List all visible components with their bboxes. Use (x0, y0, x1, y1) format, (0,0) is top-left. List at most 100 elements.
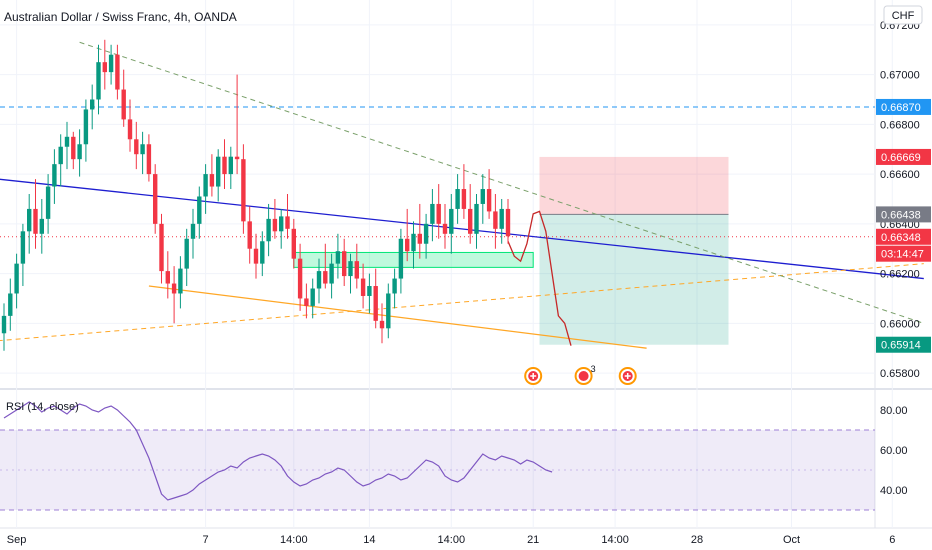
price-tag-label: 0.65914 (881, 340, 921, 352)
candle-body (272, 218, 278, 232)
rsi-title[interactable]: RSI (14, close) (6, 401, 79, 413)
candle-body (316, 271, 322, 289)
symbol-title[interactable]: Australian Dollar / Swiss Franc, 4h, OAN… (4, 10, 237, 24)
candle-body (360, 278, 366, 296)
price-tick-label: 0.66600 (880, 169, 920, 181)
price-tag-label: 03:14:47 (881, 249, 924, 261)
candle-body (14, 263, 19, 294)
candle-body (159, 223, 164, 272)
candle-body (455, 189, 460, 209)
candle-body (291, 228, 296, 259)
candle-body (83, 109, 89, 145)
candle-body (234, 156, 240, 160)
price-tag (876, 206, 931, 223)
rsi-tick-label: 60.00 (880, 445, 908, 457)
candle-body (58, 146, 63, 165)
candle-body (323, 271, 328, 284)
candle-body (373, 286, 378, 321)
candle-body (140, 144, 145, 155)
candle-body (216, 156, 221, 187)
candle-body (178, 268, 183, 294)
price-tag-label: 0.66669 (881, 152, 921, 164)
price-tag (876, 148, 931, 165)
currency-button-label: CHF (892, 10, 915, 22)
price-tick-label: 0.67000 (880, 70, 920, 82)
price-tag (876, 245, 931, 262)
time-tick-label: 7 (203, 534, 209, 546)
candle-body (480, 189, 485, 204)
grid (0, 0, 893, 528)
candle-body (52, 164, 57, 187)
candle-body (171, 283, 177, 294)
candle-body (190, 223, 196, 239)
candle-body (153, 174, 158, 224)
candle-body (474, 203, 479, 234)
candle-body (203, 174, 208, 197)
price-tick-label: 0.65800 (880, 368, 920, 380)
candle-body (461, 189, 467, 209)
candle-body (423, 223, 429, 244)
candle-body (417, 233, 422, 244)
candle-body (247, 221, 252, 249)
candle-body (436, 203, 441, 224)
candle-body (329, 263, 334, 284)
candle-body (279, 216, 284, 232)
candle-body (392, 278, 397, 294)
candle-body (165, 271, 170, 284)
candle-body (197, 196, 202, 224)
candle-body (209, 174, 215, 187)
candle-body (45, 186, 51, 219)
blue-trendline (0, 178, 924, 280)
candle-body (367, 286, 372, 296)
candle-body (405, 238, 410, 252)
candle-body (449, 208, 454, 234)
currency-button[interactable]: CHF (883, 5, 923, 25)
candle-body (398, 238, 404, 279)
candle-body (505, 208, 511, 237)
candle-body (33, 208, 38, 234)
candle-body (228, 156, 233, 175)
candle-body (222, 156, 227, 175)
candle-body (379, 320, 385, 329)
candle-body (253, 248, 259, 264)
time-tick-label: 14:00 (601, 534, 629, 546)
price-tag-label: 0.66438 (881, 209, 921, 221)
time-tick-label: Oct (783, 534, 800, 546)
candles (1, 39, 511, 351)
candle-body (71, 136, 76, 160)
candle-body (411, 233, 416, 252)
rsi-indicator (0, 401, 875, 511)
candle-body (1, 315, 7, 334)
candle-body (77, 144, 82, 160)
rsi-tick-label: 40.00 (880, 485, 908, 497)
drawings: 3 (0, 41, 924, 385)
candle-body (241, 159, 246, 222)
candle-body (493, 211, 498, 229)
candle-body (39, 218, 44, 234)
candle-body (121, 89, 126, 120)
event-marker-australia-icon (578, 371, 589, 381)
time-tick-label: 6 (889, 534, 895, 546)
price-tag-label: 0.66870 (881, 102, 921, 114)
rsi-line (3, 401, 553, 501)
rsi-tick-label: 80.00 (880, 405, 908, 417)
candle-body (342, 251, 347, 277)
time-tick-label: 14 (363, 534, 375, 546)
time-tick-label: 14:00 (438, 534, 466, 546)
candle-body (115, 54, 120, 90)
price-tag (876, 98, 931, 115)
event-marker-australia-count: 3 (591, 364, 596, 374)
price-tick-label: 0.66800 (880, 119, 920, 131)
axes: 0.672000.670000.668000.666000.664000.662… (7, 20, 931, 546)
time-tick-label: 28 (691, 534, 703, 546)
candle-body (146, 144, 152, 175)
candle-body (184, 238, 189, 269)
orange-lower-trendline (148, 285, 647, 349)
orange-dashed-trendline (0, 263, 924, 342)
time-tick-label: Sep (7, 534, 27, 546)
candle-body (442, 223, 448, 234)
candle-body (90, 99, 95, 110)
candle-body (108, 54, 114, 73)
